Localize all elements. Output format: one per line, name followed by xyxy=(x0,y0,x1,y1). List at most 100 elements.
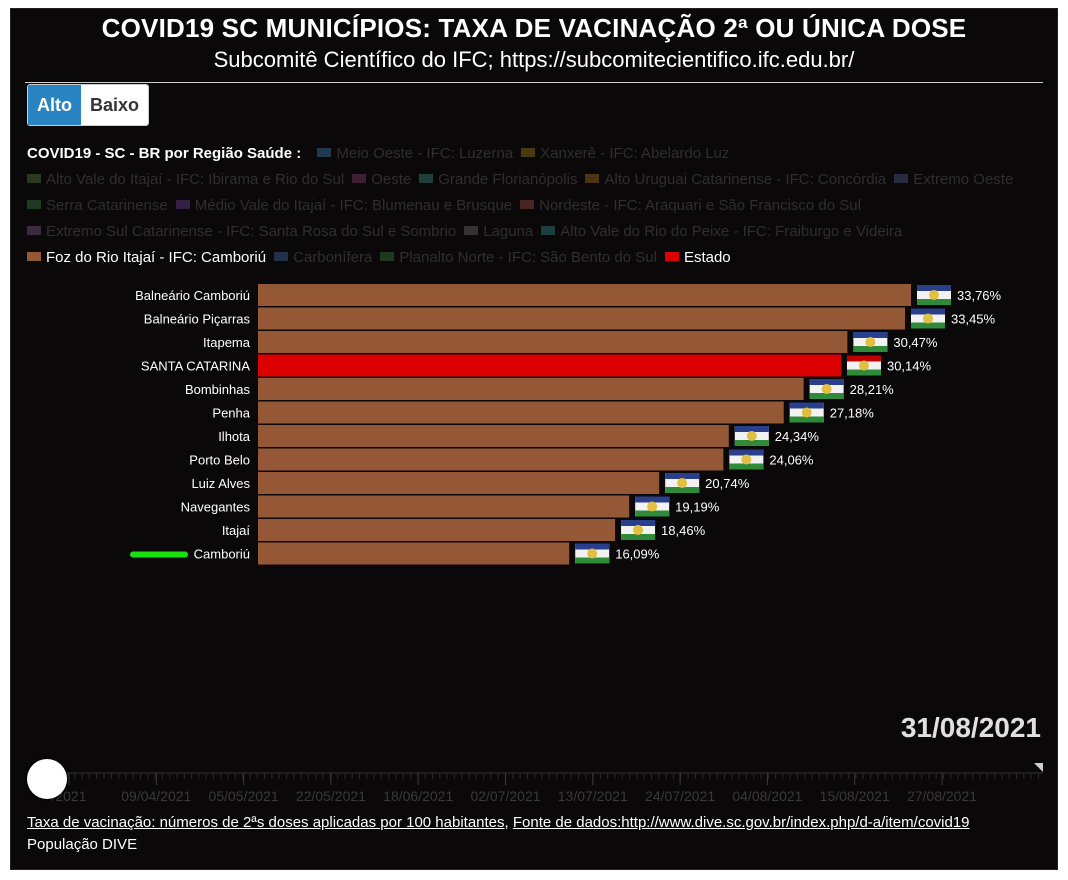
footer-definition: Taxa de vacinação: números de 2ªs doses … xyxy=(27,814,505,831)
legend-label: Meio Oeste - IFC: Luzerna xyxy=(336,145,514,162)
timeline-slider[interactable]: /2021 09/04/2021 05/05/2021 22/05/2021 18/06… xyxy=(11,751,1057,806)
legend-swatch xyxy=(380,252,395,261)
legend-swatch xyxy=(419,174,434,183)
legend-swatch xyxy=(894,174,909,183)
legend-item[interactable]: Carbonífera xyxy=(274,245,372,271)
category-label: Itajaí xyxy=(222,523,251,538)
page-subtitle: Subcomitê Científico do IFC; https://sub… xyxy=(213,47,855,72)
timeline-tick-label: 18/06/2021 xyxy=(383,788,453,804)
play-icon[interactable] xyxy=(1034,763,1043,772)
legend-item[interactable]: Alto Vale do Itajaí - IFC: Ibirama e Rio… xyxy=(27,167,344,193)
footer-source-link[interactable]: Fonte de dados:http://www.dive.sc.gov.br… xyxy=(512,814,970,831)
bar-row: Camboriú 16,09% xyxy=(130,542,660,565)
legend-swatch xyxy=(541,226,556,235)
category-label: Navegantes xyxy=(181,500,251,515)
value-label: 28,21% xyxy=(850,382,895,397)
legend-label: Estado xyxy=(683,249,731,266)
legend-item[interactable]: Planalto Norte - IFC: São Bento do Sul xyxy=(380,245,657,271)
legend-item[interactable]: Grande Florianópolis xyxy=(419,167,577,193)
sort-toggle: Alto Baixo xyxy=(27,84,150,126)
legend-item[interactable]: Médio Vale do Itajaí - IFC: Blumenau e B… xyxy=(175,193,512,219)
legend-label: Planalto Norte - IFC: São Bento do Sul xyxy=(399,249,657,266)
legend-swatch xyxy=(464,226,479,235)
legend-swatch xyxy=(175,200,190,209)
value-label: 30,47% xyxy=(893,335,938,350)
municipality-flag-icon xyxy=(635,496,670,517)
legend-label: Carbonífera xyxy=(293,249,373,266)
legend-label: Xanxerê - IFC: Abelardo Luz xyxy=(540,145,730,162)
bar[interactable] xyxy=(258,519,616,541)
bar-row: Balneário Piçarras 33,45% xyxy=(144,307,996,330)
legend-swatch xyxy=(27,174,41,183)
value-label: 20,74% xyxy=(705,476,750,491)
category-label: Luiz Alves xyxy=(191,476,250,491)
bar[interactable] xyxy=(258,401,784,424)
legend-label: Extremo Sul Catarinense - IFC: Santa Ros… xyxy=(46,223,457,240)
timeline-tick-label: 22/05/2021 xyxy=(296,788,366,804)
bar-row: Itapema 30,47% xyxy=(203,331,938,353)
value-label: 24,06% xyxy=(769,453,814,468)
legend-label: Alto Uruguai Catarinense - IFC: Concórdi… xyxy=(604,171,887,188)
bar-chart: Balneário Camboriú 33,76% Balneário Piçarr… xyxy=(130,284,1002,565)
bar[interactable] xyxy=(258,284,911,306)
value-label: 16,09% xyxy=(615,547,660,562)
sort-low-button[interactable]: Baixo xyxy=(81,85,149,125)
legend-swatch xyxy=(520,200,535,209)
legend-item[interactable]: Alto Uruguai Catarinense - IFC: Concórdi… xyxy=(585,167,886,193)
timeline-axis: /2021 09/04/2021 05/05/2021 22/05/2021 18/06… xyxy=(27,772,1043,804)
timeline-handle[interactable] xyxy=(27,759,67,799)
legend-item[interactable]: Nordeste - IFC: Araquari e São Francisco… xyxy=(520,193,861,219)
legend-item[interactable]: Meio Oeste - IFC: Luzerna xyxy=(317,141,513,167)
legend-item[interactable]: Extremo Oeste xyxy=(894,167,1013,193)
legend-item[interactable]: Estado xyxy=(664,245,731,271)
bar[interactable] xyxy=(258,378,804,400)
legend-item[interactable]: Alto Vale do Rio do Peixe - IFC: Fraibur… xyxy=(541,219,902,245)
bar[interactable] xyxy=(258,542,570,565)
municipality-flag-icon xyxy=(911,308,946,329)
legend-swatch xyxy=(664,252,679,261)
legend-item[interactable]: Extremo Sul Catarinense - IFC: Santa Ros… xyxy=(27,219,456,245)
legend-label: Alto Vale do Rio do Peixe - IFC: Fraibur… xyxy=(560,223,903,240)
legend-item[interactable]: Foz do Rio Itajaí - IFC: Camboriú xyxy=(27,245,266,271)
legend-item[interactable]: Serra Catarinense xyxy=(27,193,168,219)
legend-swatch xyxy=(274,252,289,261)
sort-high-button[interactable]: Alto xyxy=(28,85,81,125)
footer: Taxa de vacinação: números de 2ªs doses … xyxy=(27,812,970,856)
legend-item[interactable]: Xanxerê - IFC: Abelardo Luz xyxy=(521,141,729,167)
timeline-tick-label: 24/07/2021 xyxy=(645,788,715,804)
legend-label: Extremo Oeste xyxy=(913,171,1014,188)
bar[interactable] xyxy=(258,331,848,353)
bar[interactable] xyxy=(258,495,630,518)
legend-swatch xyxy=(585,174,600,183)
current-date: 31/08/2021 xyxy=(900,712,1041,743)
value-label: 19,19% xyxy=(675,500,720,515)
bar-row: SANTA CATARINA 30,14% xyxy=(141,354,932,377)
municipality-flag-icon xyxy=(621,520,656,540)
bar[interactable] xyxy=(258,425,729,447)
footer-separator: , xyxy=(504,814,513,831)
municipality-flag-icon xyxy=(917,285,951,305)
timeline-tick-label: 15/08/2021 xyxy=(820,788,890,804)
bar[interactable] xyxy=(258,448,724,471)
bar[interactable] xyxy=(258,354,841,377)
municipality-flag-icon xyxy=(734,426,769,446)
category-label: Ilhota xyxy=(218,429,251,444)
legend-item[interactable]: Oeste xyxy=(352,167,411,193)
value-label: 27,18% xyxy=(830,406,875,421)
bar[interactable] xyxy=(258,472,660,494)
value-label: 18,46% xyxy=(661,523,706,538)
bar-row: Porto Belo 24,06% xyxy=(189,448,814,471)
category-label: Bombinhas xyxy=(185,382,251,397)
municipality-flag-icon xyxy=(789,402,824,423)
legend-swatch xyxy=(27,200,41,209)
timeline-tick-label: 09/04/2021 xyxy=(121,788,191,804)
legend-item[interactable]: Laguna xyxy=(464,219,533,245)
footer-population: População DIVE xyxy=(27,836,138,853)
legend-label: Alto Vale do Itajaí - IFC: Ibirama e Rio… xyxy=(46,171,345,188)
municipality-flag-icon xyxy=(846,355,881,376)
bar-row: Bombinhas 28,21% xyxy=(185,378,894,400)
bar[interactable] xyxy=(258,307,906,330)
divider xyxy=(25,82,1043,83)
legend-swatch xyxy=(317,148,332,157)
timeline-tick-label: 13/07/2021 xyxy=(558,788,628,804)
